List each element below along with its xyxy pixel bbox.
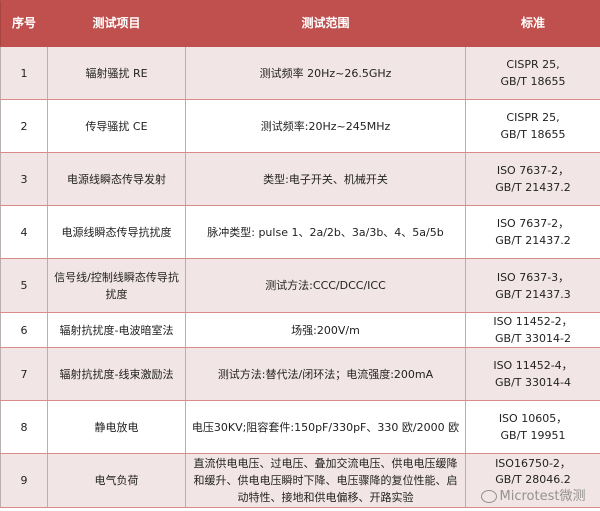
cell-item: 辐射骚扰 RE (47, 46, 186, 100)
cell-index: 5 (0, 258, 48, 313)
table-row: 3 电源线瞬态传导发射 类型:电子开关、机械开关 ISO 7637-2， GB/T 21… (0, 152, 600, 206)
standard-line-1: ISO 11452-4， (493, 359, 573, 372)
standard-line-2: GB/T 33014-2 (495, 332, 571, 345)
table-row: 2 传导骚扰 CE 测试频率:20Hz~245MHz CISPR 25, GB/T 18… (0, 99, 600, 153)
watermark-text: Microtest微测 (499, 489, 586, 504)
table-row: 7 辐射抗扰度-线束激励法 测试方法:替代法/闭环法；电流强度:200mA ISO 1… (0, 347, 600, 401)
cell-item: 电源线瞬态传导抗扰度 (47, 205, 186, 259)
cell-item: 辐射抗扰度-线束激励法 (47, 347, 186, 401)
cell-item: 信号线/控制线瞬态传导抗扰度 (47, 258, 186, 313)
cell-index: 7 (0, 347, 48, 401)
cell-index: 4 (0, 205, 48, 259)
standard-line-2: GB/T 28046.2 (495, 473, 571, 486)
cell-standard: ISO 7637-2， GB/T 21437.2 (465, 205, 600, 259)
standard-line-2: GB/T 21437.2 (495, 234, 571, 247)
cell-range: 电压30KV;阻容套件:150pF/330pF、330 欧/2000 欧 (185, 400, 466, 454)
table-row: 6 辐射抗扰度-电波暗室法 场强:200V/m ISO 11452-2， GB/T 33… (0, 312, 600, 348)
cell-range: 直流供电电压、过电压、叠加交流电压、供电电压缓降和缓升、供电电压瞬时下降、电压骤… (185, 453, 466, 508)
table-row: 5 信号线/控制线瞬态传导抗扰度 测试方法:CCC/DCC/ICC ISO 7637-… (0, 258, 600, 313)
cell-index: 9 (0, 453, 48, 508)
cell-range: 场强:200V/m (185, 312, 466, 348)
table-header-row: 序号 测试项目 测试范围 标准 (0, 0, 600, 47)
standard-line-2: GB/T 19951 (500, 429, 566, 442)
cell-range: 测试频率 20Hz~26.5GHz (185, 46, 466, 100)
cell-standard: CISPR 25, GB/T 18655 (465, 46, 600, 100)
header-item: 测试项目 (47, 0, 186, 47)
cell-index: 1 (0, 46, 48, 100)
standard-line-2: GB/T 33014-4 (495, 376, 571, 389)
standard-line-2: GB/T 21437.2 (495, 181, 571, 194)
cell-item: 传导骚扰 CE (47, 99, 186, 153)
cell-index: 8 (0, 400, 48, 454)
cell-index: 3 (0, 152, 48, 206)
cell-range: 测试方法:CCC/DCC/ICC (185, 258, 466, 313)
cell-standard: ISO 11452-2， GB/T 33014-2 (465, 312, 600, 348)
standard-line-1: CISPR 25, (506, 58, 560, 71)
cell-index: 2 (0, 99, 48, 153)
header-standard: 标准 (465, 0, 600, 47)
table-row: 8 静电放电 电压30KV;阻容套件:150pF/330pF、330 欧/2000 … (0, 400, 600, 454)
standard-line-1: ISO 10605， (498, 412, 568, 425)
cell-range: 类型:电子开关、机械开关 (185, 152, 466, 206)
wechat-icon (480, 490, 497, 503)
cell-standard: ISO 11452-4， GB/T 33014-4 (465, 347, 600, 401)
standard-line-2: GB/T 21437.3 (495, 287, 571, 301)
cell-range: 测试频率:20Hz~245MHz (185, 99, 466, 153)
standard-line-1: CISPR 25, (506, 111, 560, 124)
table-row: 1 辐射骚扰 RE 测试频率 20Hz~26.5GHz CISPR 25, GB/T 1… (0, 46, 600, 100)
table-row: 9 电气负荷 直流供电电压、过电压、叠加交流电压、供电电压缓降和缓升、供电电压瞬时下… (0, 453, 600, 508)
cell-item: 辐射抗扰度-电波暗室法 (47, 312, 186, 348)
standard-line-1: ISO 7637-2， (496, 217, 570, 230)
standard-line-1: ISO 11452-2， (493, 315, 573, 328)
header-index: 序号 (0, 0, 48, 47)
cell-standard: ISO 10605， GB/T 19951 (465, 400, 600, 454)
standard-line-2: GB/T 18655 (500, 128, 566, 141)
cell-standard: ISO 7637-2， GB/T 21437.2 (465, 152, 600, 206)
standard-line-2: GB/T 18655 (500, 75, 566, 88)
cell-item: 静电放电 (47, 400, 186, 454)
header-range: 测试范围 (185, 0, 466, 47)
cell-item: 电气负荷 (47, 453, 186, 508)
cell-item: 电源线瞬态传导发射 (47, 152, 186, 206)
table-row: 4 电源线瞬态传导抗扰度 脉冲类型: pulse 1、2a/2b、3a/3b、4、5… (0, 205, 600, 259)
cell-standard: ISO16750-2， GB/T 28046.2 Microtest微测 (465, 453, 600, 508)
cell-range: 脉冲类型: pulse 1、2a/2b、3a/3b、4、5a/5b (185, 205, 466, 259)
cell-index: 6 (0, 312, 48, 348)
cell-standard: CISPR 25, GB/T 18655 (465, 99, 600, 153)
standard-line-1: ISO16750-2， (495, 457, 571, 470)
watermark: Microtest微测 (470, 488, 596, 505)
cell-standard: ISO 7637-3， GB/T 21437.3 (465, 258, 600, 313)
cell-range: 测试方法:替代法/闭环法；电流强度:200mA (185, 347, 466, 401)
standard-line-1: ISO 7637-2， (496, 164, 570, 177)
standard-line-1: ISO 7637-3， (496, 270, 570, 284)
